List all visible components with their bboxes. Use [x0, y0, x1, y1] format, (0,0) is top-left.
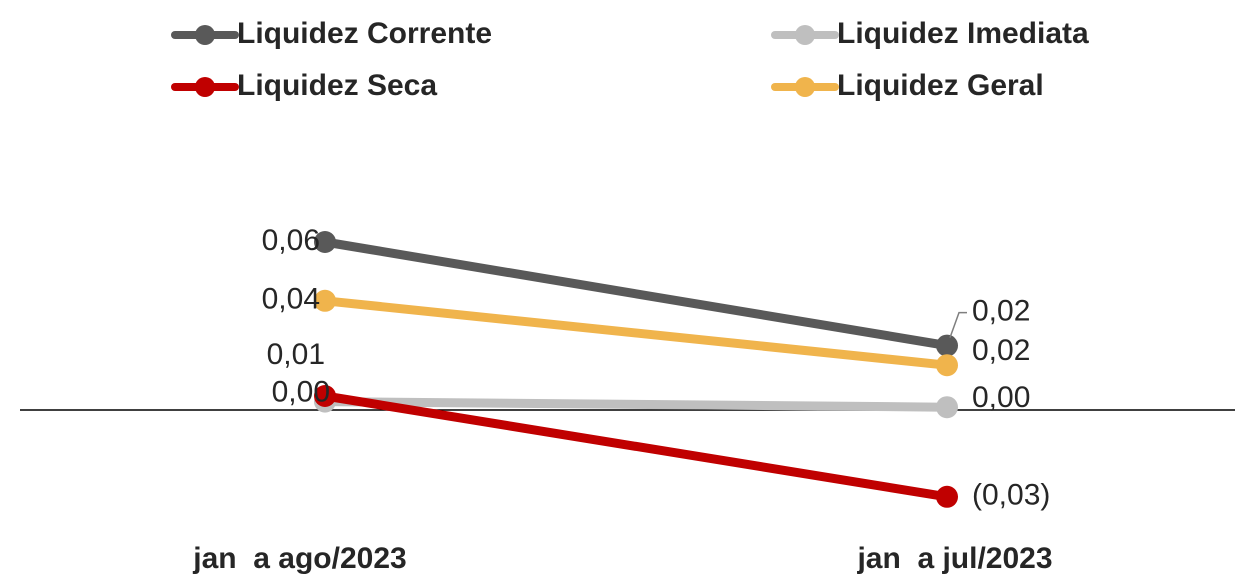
legend-marker — [795, 25, 815, 45]
point — [314, 289, 336, 312]
series-line — [320, 296, 952, 370]
point — [314, 231, 336, 253]
x-tick-label: jan a jul/2023 — [856, 542, 1052, 575]
legend-marker — [195, 25, 215, 45]
data-label: 0,00 — [272, 376, 330, 409]
series-line — [320, 397, 952, 412]
legend-marker — [795, 77, 815, 97]
legend-label: Liquidez Imediata — [837, 17, 1089, 50]
data-label: (0,03) — [972, 479, 1050, 512]
x-tick-label: jan a ago/2023 — [192, 542, 406, 575]
data-label: 0,02 — [972, 295, 1030, 328]
point — [936, 354, 958, 377]
point — [314, 385, 336, 407]
point — [936, 396, 958, 419]
data-label: 0,06 — [262, 224, 320, 257]
data-label: 0,01 — [267, 338, 325, 371]
data-label: 0,04 — [262, 283, 320, 316]
series-line — [320, 237, 952, 351]
point — [936, 485, 958, 508]
leader-line — [949, 311, 967, 338]
legend-label: Liquidez Corrente — [237, 17, 492, 50]
point — [936, 334, 958, 357]
series-line — [320, 391, 952, 502]
legend-label: Liquidez Geral — [837, 69, 1044, 102]
legend-label: Liquidez Seca — [237, 69, 437, 102]
data-label: 0,00 — [972, 381, 1030, 414]
legend-marker — [195, 77, 215, 97]
data-label: 0,02 — [972, 334, 1030, 367]
